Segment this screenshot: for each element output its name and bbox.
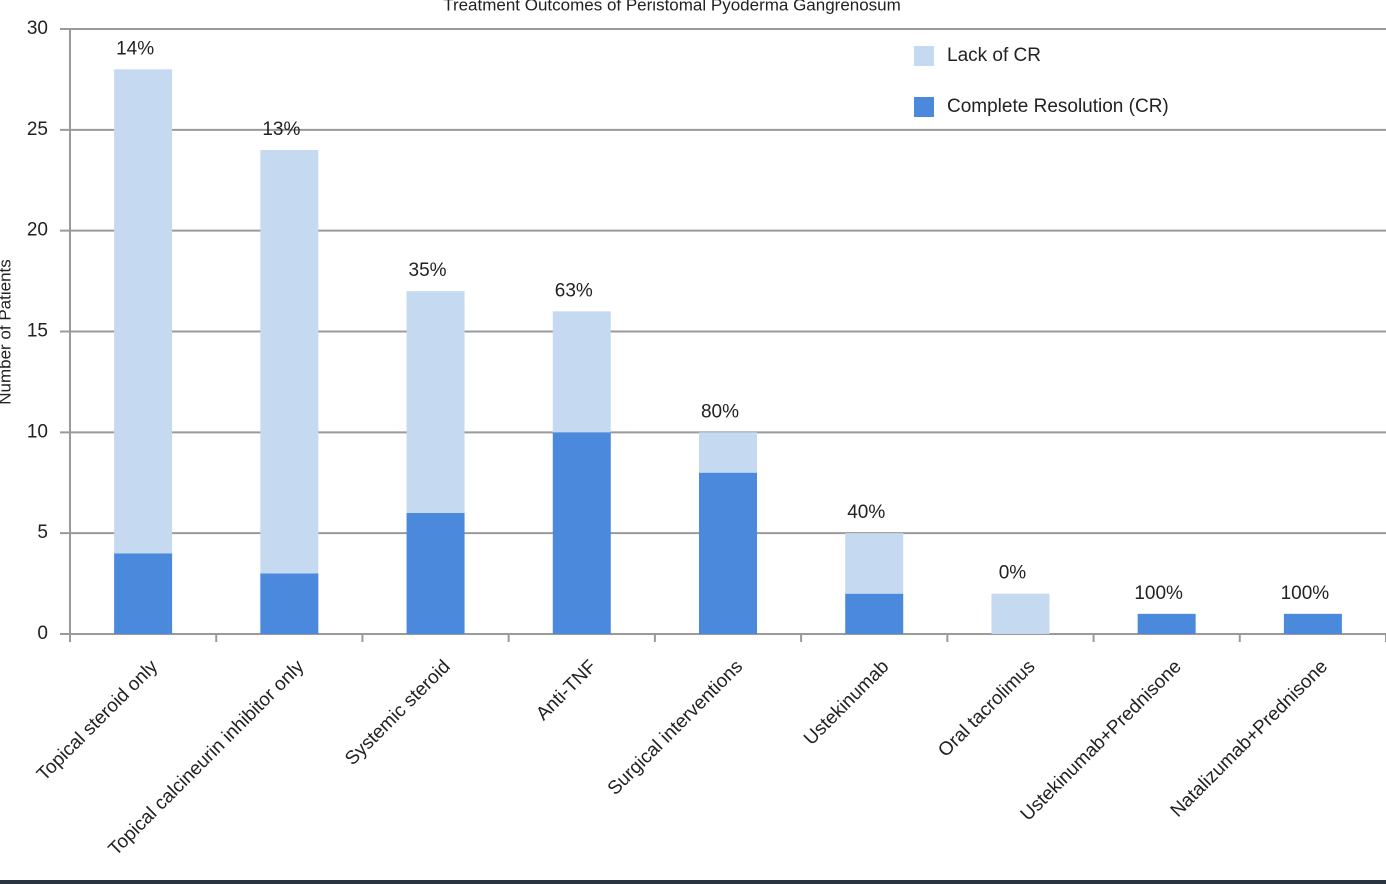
y-tick-label: 10: [27, 421, 48, 442]
x-tick-label: Surgical interventions: [604, 656, 747, 799]
x-tick-label: Systemic steroid: [341, 656, 454, 769]
percent-label: 13%: [262, 119, 300, 140]
bar-segment: [114, 69, 173, 554]
bar-segment: [845, 533, 904, 594]
bar-segment: [260, 573, 319, 634]
bar-segment: [406, 513, 465, 634]
bottom-strip: [0, 880, 1386, 884]
y-tick-label: 0: [37, 623, 48, 644]
x-tick-label: Anti-TNF: [532, 656, 601, 725]
bar-segment: [845, 593, 904, 634]
bar-segment: [1137, 613, 1196, 634]
y-tick-label: 15: [27, 321, 48, 342]
legend-label: Complete Resolution (CR): [947, 96, 1169, 117]
y-tick-label: 20: [27, 220, 48, 241]
legend-label: Lack of CR: [947, 45, 1041, 66]
x-tick-label: Topical steroid only: [33, 656, 162, 785]
percent-label: 100%: [1281, 583, 1330, 604]
legend-swatch: [914, 46, 934, 66]
bar-segment: [991, 593, 1050, 634]
y-tick-label: 5: [37, 522, 48, 543]
x-tick-label: Ustekinumab: [800, 656, 893, 749]
bar-segment: [699, 472, 757, 634]
bar-segment: [406, 291, 465, 513]
bar-segment: [260, 150, 319, 574]
percent-label: 14%: [116, 38, 154, 59]
percent-label: 100%: [1134, 583, 1183, 604]
bar-segment: [1283, 613, 1342, 634]
percent-label: 63%: [555, 280, 593, 301]
bar-segment: [552, 311, 611, 433]
y-tick-label: 25: [27, 119, 48, 140]
bar-segment: [114, 553, 173, 634]
y-axis-label: Number of Patients: [0, 259, 14, 405]
percent-label: 40%: [847, 502, 885, 523]
x-tick-label: Ustekinumab+Prednisone: [1017, 656, 1186, 825]
bar-segment: [552, 432, 611, 634]
bar-segment: [699, 432, 757, 473]
x-tick-label: Natalizumab+Prednisone: [1167, 656, 1332, 821]
percent-label: 80%: [701, 401, 739, 422]
percent-label: 35%: [409, 260, 447, 281]
percent-label: 0%: [999, 563, 1027, 584]
chart-title: Treatment Outcomes of Peristomal Pyoderm…: [443, 0, 901, 14]
x-tick-label: Oral tacrolimus: [934, 656, 1039, 761]
y-tick-label: 30: [27, 18, 48, 39]
legend-swatch: [914, 97, 934, 117]
